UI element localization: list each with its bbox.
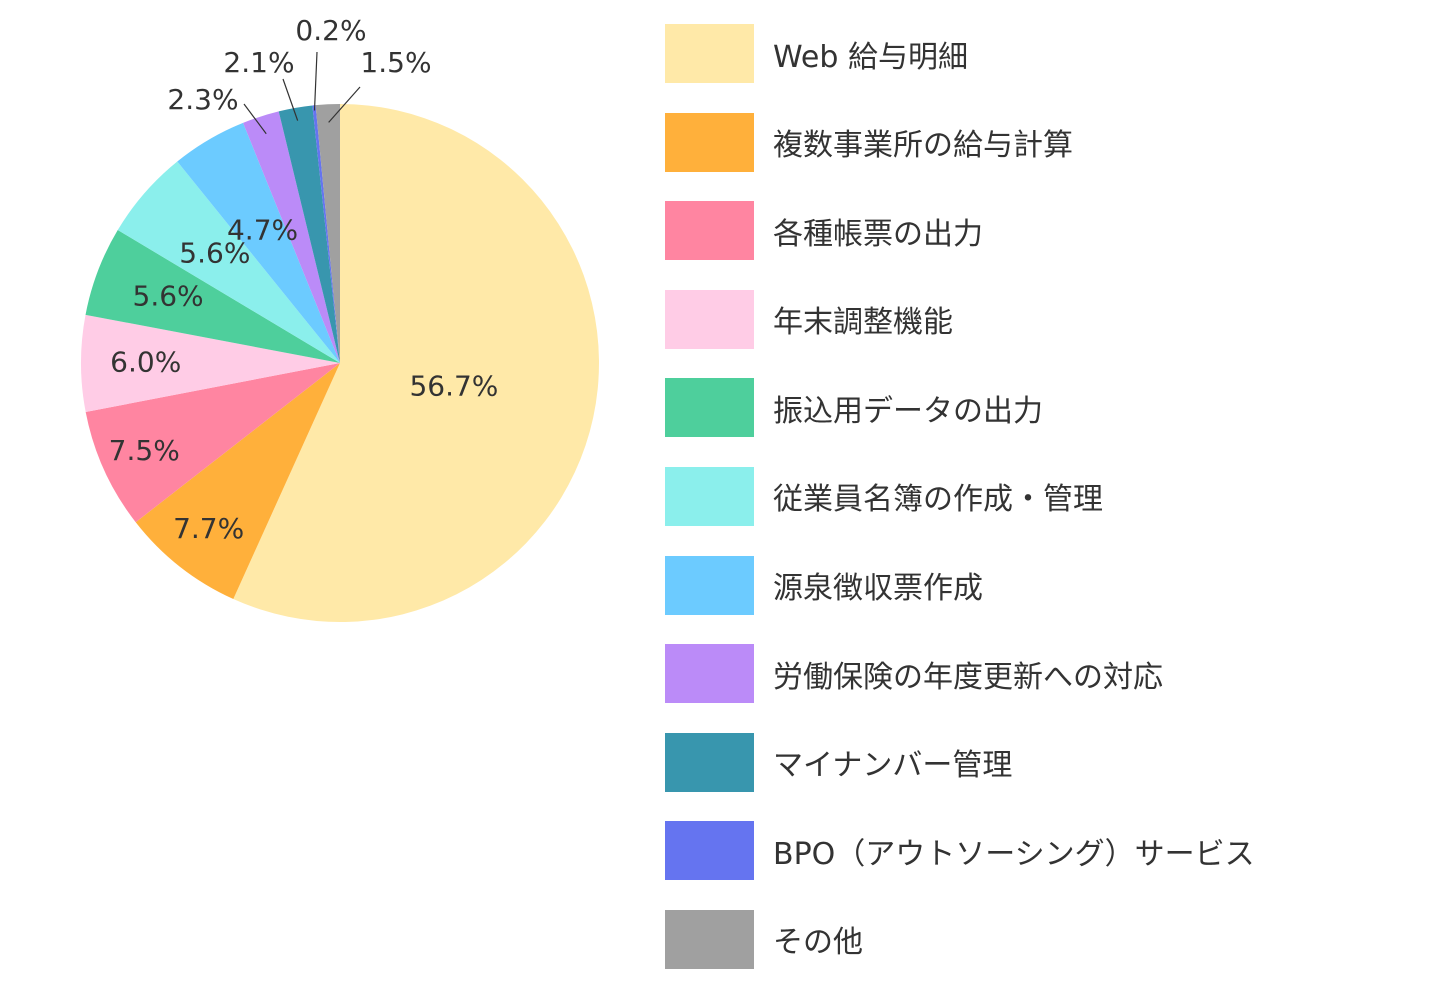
legend-label: 従業員名簿の作成・管理 bbox=[773, 482, 1103, 518]
leader-line bbox=[282, 78, 299, 121]
legend-label: Web 給与明細 bbox=[773, 39, 968, 75]
legend-label: BPO（アウトソーシング）サービス bbox=[773, 836, 1255, 872]
leader-line bbox=[243, 103, 267, 135]
leader-line bbox=[313, 51, 318, 111]
legend-item: BPO（アウトソーシング）サービス bbox=[665, 821, 1255, 881]
legend-label: マイナンバー管理 bbox=[773, 748, 1013, 784]
legend-label: 各種帳票の出力 bbox=[773, 216, 983, 252]
pie-slice bbox=[85, 363, 340, 523]
pie-slice bbox=[80, 314, 340, 412]
legend-swatch bbox=[665, 201, 754, 261]
pie-slice bbox=[315, 104, 340, 363]
legend-swatch bbox=[665, 909, 754, 969]
legend-label: 労働保険の年度更新への対応 bbox=[773, 659, 1163, 695]
legend-item: マイナンバー管理 bbox=[665, 732, 1255, 792]
legend-label: その他 bbox=[773, 925, 863, 961]
legend-item: 複数事業所の給与計算 bbox=[665, 112, 1255, 172]
slice-labels: 56.7%7.7%7.5%6.0%5.6%5.6%4.7%2.3%2.1%0.2… bbox=[109, 14, 499, 545]
slice-value-label: 4.7% bbox=[227, 213, 298, 246]
legend-swatch bbox=[665, 24, 754, 83]
slice-value-label: 7.7% bbox=[173, 512, 244, 545]
legend-swatch bbox=[665, 732, 754, 792]
legend-item: Web 給与明細 bbox=[665, 24, 1255, 83]
legend-swatch bbox=[665, 378, 754, 438]
legend-label: 振込用データの出力 bbox=[773, 393, 1043, 429]
legend-swatch bbox=[665, 821, 754, 881]
pie-slice bbox=[117, 161, 341, 363]
leader-lines bbox=[243, 51, 361, 135]
slice-value-label: 1.5% bbox=[360, 46, 431, 79]
leader-line bbox=[328, 86, 361, 123]
legend-item: 労働保険の年度更新への対応 bbox=[665, 644, 1255, 704]
legend-item: その他 bbox=[665, 909, 1255, 969]
legend-item: 源泉徴収票作成 bbox=[665, 555, 1255, 615]
pie-slice bbox=[135, 363, 340, 600]
legend-swatch bbox=[665, 466, 754, 526]
pie-chart: 56.7%7.7%7.5%6.0%5.6%5.6%4.7%2.3%2.1%0.2… bbox=[80, 14, 600, 622]
slice-value-label: 0.2% bbox=[295, 14, 366, 47]
legend-item: 年末調整機能 bbox=[665, 289, 1255, 349]
slice-value-label: 5.6% bbox=[133, 280, 204, 313]
legend-swatch bbox=[665, 555, 754, 615]
slice-value-label: 2.1% bbox=[223, 46, 294, 79]
pie-slice bbox=[243, 111, 340, 363]
legend-swatch bbox=[665, 289, 754, 349]
legend-label: 源泉徴収票作成 bbox=[773, 571, 983, 607]
pie-slice bbox=[312, 105, 340, 364]
pie-slice bbox=[177, 122, 340, 363]
slice-value-label: 7.5% bbox=[109, 434, 180, 467]
slice-value-label: 5.6% bbox=[179, 236, 250, 269]
pie-slice bbox=[85, 229, 340, 363]
legend-swatch bbox=[665, 112, 754, 172]
slice-value-label: 2.3% bbox=[167, 83, 238, 116]
legend-label: 複数事業所の給与計算 bbox=[773, 128, 1073, 164]
pie-slices bbox=[80, 104, 600, 622]
legend-swatch bbox=[665, 644, 754, 704]
legend-item: 振込用データの出力 bbox=[665, 378, 1255, 438]
slice-value-label: 6.0% bbox=[110, 345, 181, 378]
pie-slice bbox=[233, 104, 600, 622]
legend-item: 各種帳票の出力 bbox=[665, 201, 1255, 261]
pie-slice bbox=[278, 105, 340, 363]
legend: Web 給与明細複数事業所の給与計算 各種帳票の出力 年末調整機能振込用データの出力… bbox=[665, 24, 1255, 999]
legend-item: 従業員名簿の作成・管理 bbox=[665, 466, 1255, 526]
slice-value-label: 56.7% bbox=[409, 370, 498, 403]
legend-label: 年末調整機能 bbox=[773, 305, 953, 341]
